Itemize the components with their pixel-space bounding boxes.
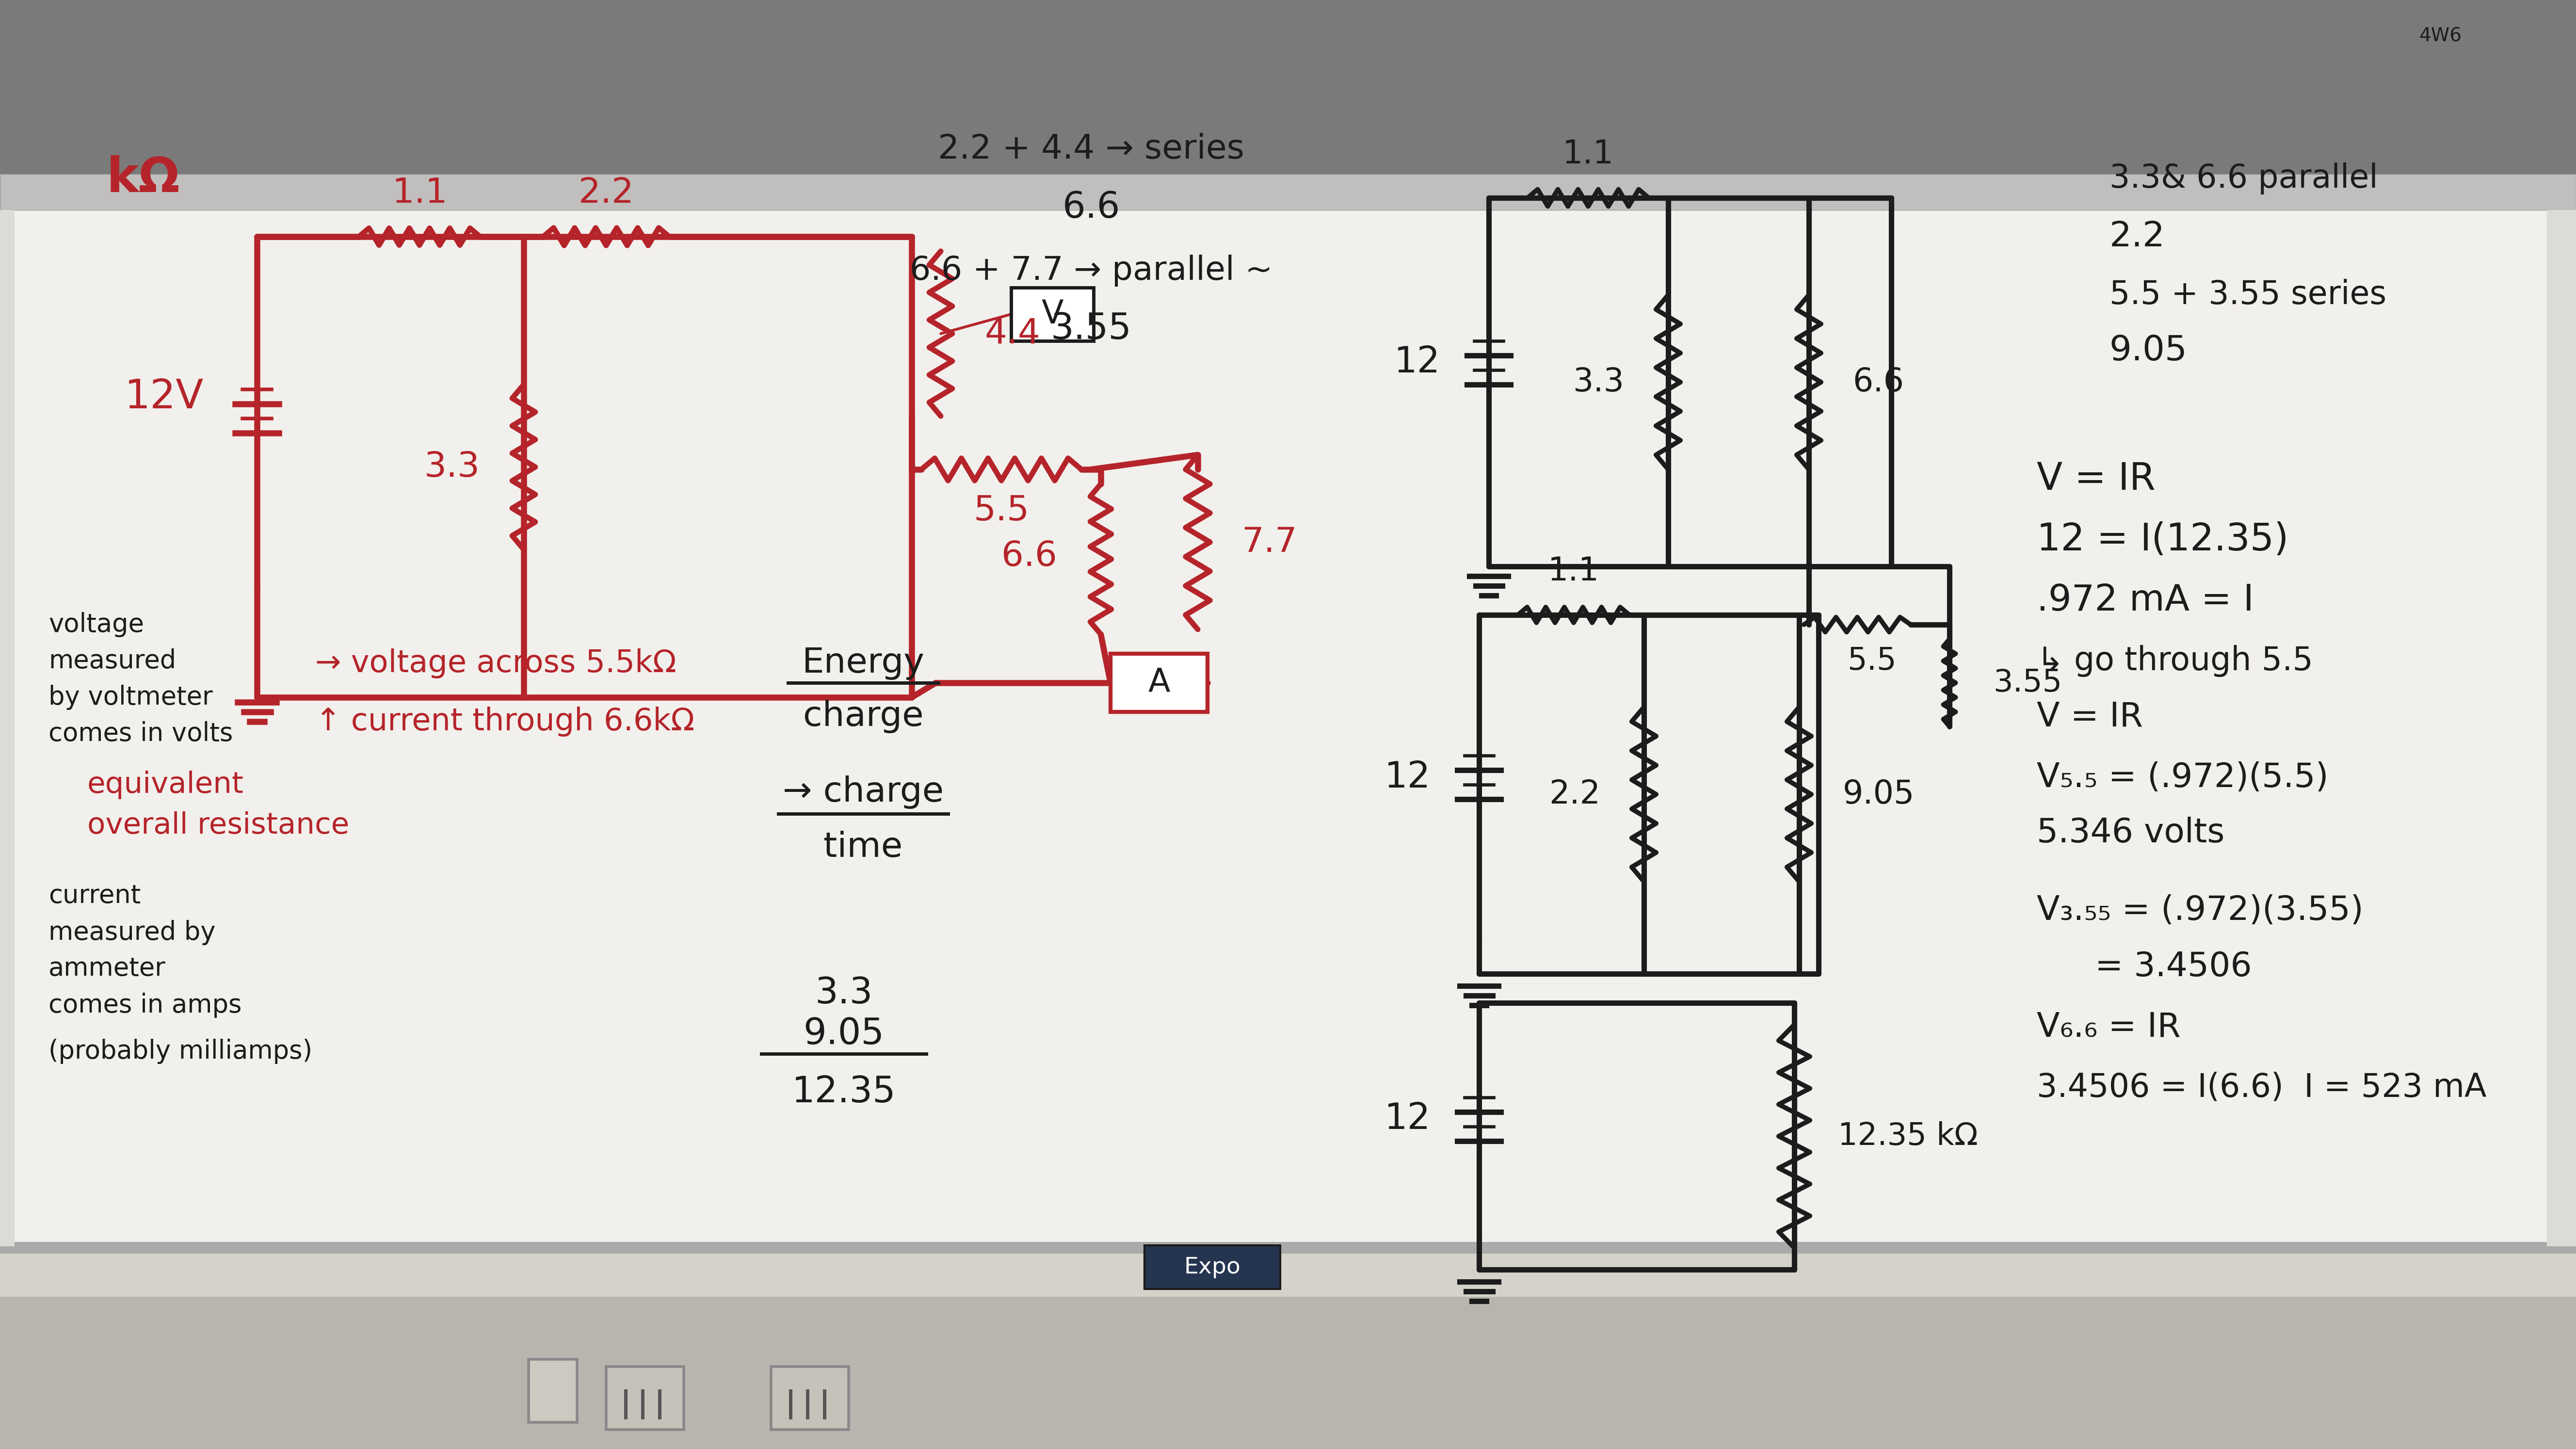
Text: 3.55: 3.55	[1994, 668, 2061, 698]
Text: 5.346 volts: 5.346 volts	[2038, 817, 2226, 849]
Text: 2.2: 2.2	[577, 177, 634, 210]
Text: 5.5 + 3.55 series: 5.5 + 3.55 series	[2110, 278, 2385, 312]
Text: ↳ go through 5.5: ↳ go through 5.5	[2038, 645, 2313, 677]
Text: 4.4: 4.4	[984, 317, 1041, 351]
Bar	[0, 1297, 2576, 1449]
Text: 3.3& 6.6 parallel: 3.3& 6.6 parallel	[2110, 162, 2378, 194]
Text: .972 mA = I: .972 mA = I	[2038, 582, 2254, 619]
Bar	[0, 1246, 2576, 1297]
Text: time: time	[824, 830, 902, 865]
Text: voltage: voltage	[49, 611, 144, 638]
Text: 2.2 + 4.4 → series: 2.2 + 4.4 → series	[938, 133, 1244, 165]
Text: 12: 12	[1383, 759, 1430, 796]
Text: kΩ: kΩ	[106, 155, 180, 201]
Text: V = IR: V = IR	[2038, 700, 2143, 733]
Text: Expo: Expo	[1185, 1256, 1242, 1278]
Bar	[0, 210, 15, 1246]
Bar	[1110, 653, 1208, 711]
Text: 6.6: 6.6	[1061, 190, 1121, 225]
Text: V₃.₅₅ = (.972)(3.55): V₃.₅₅ = (.972)(3.55)	[2038, 894, 2362, 927]
Text: 3.55: 3.55	[1051, 312, 1131, 346]
Bar	[0, 1242, 2576, 1253]
Text: 12V: 12V	[124, 377, 204, 416]
Text: (probably milliamps): (probably milliamps)	[49, 1039, 312, 1064]
Bar	[605, 1366, 683, 1430]
Bar	[0, 210, 2576, 1246]
Text: V₆.₆ = IR: V₆.₆ = IR	[2038, 1011, 2182, 1043]
Text: Energy: Energy	[801, 646, 925, 680]
Text: 3.3: 3.3	[425, 451, 479, 484]
Text: → voltage across 5.5kΩ: → voltage across 5.5kΩ	[314, 648, 677, 678]
Bar	[1012, 287, 1095, 341]
Text: comes in amps: comes in amps	[49, 993, 242, 1017]
Text: 4W6: 4W6	[2419, 28, 2463, 45]
Text: V: V	[1041, 298, 1064, 330]
Text: 2.2: 2.2	[2110, 220, 2166, 254]
Bar	[528, 1359, 577, 1423]
Text: 9.05: 9.05	[2110, 333, 2187, 368]
Text: 1.1: 1.1	[1564, 138, 1615, 170]
Text: V = IR: V = IR	[2038, 461, 2156, 497]
Text: 9.05: 9.05	[804, 1017, 884, 1052]
Text: charge: charge	[804, 700, 922, 733]
Text: 5.5: 5.5	[974, 494, 1030, 527]
Text: measured by: measured by	[49, 920, 216, 945]
Text: 7.7: 7.7	[1242, 526, 1298, 559]
Text: 6.6: 6.6	[1852, 367, 1904, 398]
Text: 1.1: 1.1	[392, 177, 448, 210]
Bar	[2548, 210, 2576, 1246]
Text: → charge: → charge	[783, 775, 943, 809]
Text: overall resistance: overall resistance	[88, 811, 350, 840]
Text: 3.4506 = I(6.6)  I = 523 mA: 3.4506 = I(6.6) I = 523 mA	[2038, 1072, 2486, 1104]
Text: 1.1: 1.1	[1548, 555, 1600, 587]
Text: A: A	[1149, 667, 1170, 698]
Text: 12 = I(12.35): 12 = I(12.35)	[2038, 522, 2287, 558]
Text: ammeter: ammeter	[49, 956, 165, 981]
Text: 6.6: 6.6	[1002, 540, 1056, 574]
Bar	[0, 0, 2576, 174]
Bar	[1144, 1246, 1280, 1290]
Bar	[0, 174, 2576, 210]
Text: current: current	[49, 884, 142, 909]
Text: 12.35: 12.35	[791, 1075, 896, 1110]
Text: = 3.4506: = 3.4506	[2094, 951, 2251, 982]
Text: measured: measured	[49, 648, 175, 674]
Text: 12: 12	[1394, 345, 1440, 381]
Text: ↑ current through 6.6kΩ: ↑ current through 6.6kΩ	[314, 707, 696, 736]
Text: V₅.₅ = (.972)(5.5): V₅.₅ = (.972)(5.5)	[2038, 761, 2329, 794]
Text: 12.35 kΩ: 12.35 kΩ	[1837, 1122, 1978, 1152]
Text: 3.3: 3.3	[1574, 367, 1625, 398]
Text: 3.3: 3.3	[814, 975, 873, 1011]
Text: equivalent: equivalent	[88, 771, 245, 798]
Text: 2.2: 2.2	[1548, 778, 1600, 810]
Text: by voltmeter: by voltmeter	[49, 685, 214, 710]
Bar	[770, 1366, 848, 1430]
Text: 12: 12	[1383, 1101, 1430, 1137]
Text: 6.6 + 7.7 → parallel ~: 6.6 + 7.7 → parallel ~	[909, 255, 1273, 287]
Text: comes in volts: comes in volts	[49, 722, 232, 746]
Text: 9.05: 9.05	[1842, 778, 1914, 810]
Text: 5.5: 5.5	[1847, 646, 1896, 677]
